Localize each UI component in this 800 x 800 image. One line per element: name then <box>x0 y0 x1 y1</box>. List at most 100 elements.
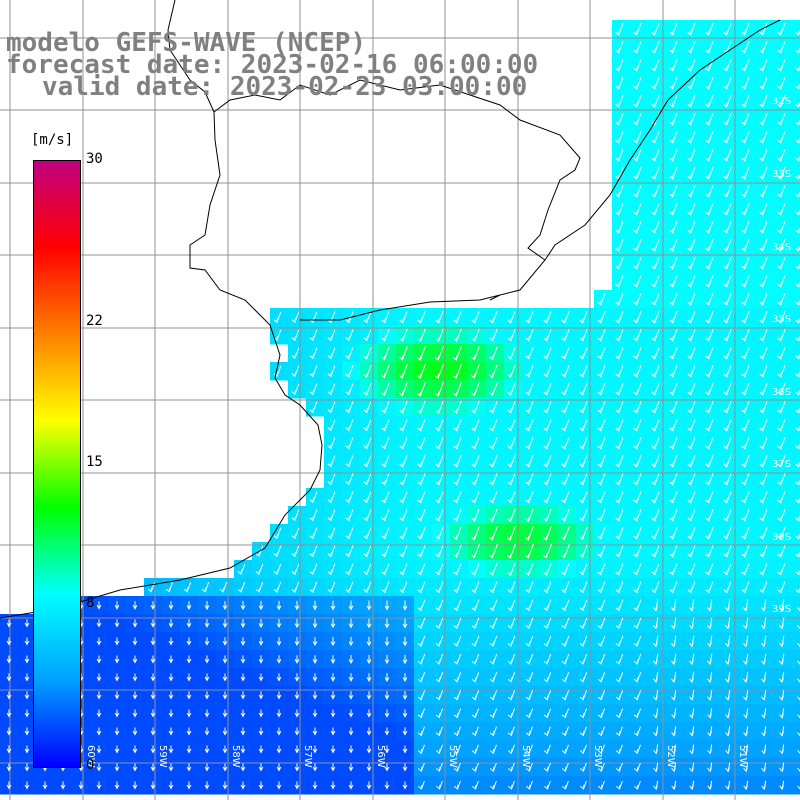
wind-arrow <box>777 23 786 36</box>
wind-arrow <box>653 653 659 666</box>
wind-arrow <box>471 726 479 737</box>
wind-arrow <box>507 401 516 414</box>
wind-arrow <box>759 365 768 378</box>
wind-arrow <box>759 113 768 126</box>
wind-arrow <box>741 239 750 252</box>
wind-arrow <box>705 563 714 576</box>
wind-arrow <box>561 311 570 324</box>
wind-arrow <box>381 455 390 468</box>
wind-arrow <box>777 491 786 504</box>
wind-arrow <box>779 653 785 666</box>
wind-arrow <box>417 762 425 772</box>
wind-arrow <box>562 780 569 790</box>
wind-arrow <box>168 619 174 628</box>
wind-arrow <box>669 383 678 396</box>
wind-arrow <box>687 185 696 198</box>
colorbar <box>33 160 81 768</box>
wind-arrow <box>453 635 462 647</box>
wind-arrow <box>24 691 30 700</box>
wind-speed-cell <box>792 272 800 291</box>
wind-arrow <box>741 329 750 342</box>
wind-arrow <box>689 635 695 648</box>
wind-arrow <box>363 311 372 324</box>
wind-arrow <box>402 763 408 772</box>
wind-arrow <box>114 637 120 646</box>
wind-arrow <box>525 744 533 755</box>
wind-speed-cell <box>792 470 800 489</box>
wind-arrow <box>204 637 210 646</box>
wind-arrow <box>723 401 732 414</box>
wind-arrow <box>687 347 696 360</box>
wind-arrow <box>402 618 408 629</box>
wind-speed-cell <box>792 758 800 777</box>
wind-arrow <box>579 383 588 396</box>
wind-arrow <box>597 635 606 647</box>
wind-arrow <box>150 745 156 754</box>
wind-arrow <box>417 708 426 719</box>
wind-speed-cell <box>792 704 800 723</box>
wind-arrow <box>669 257 678 270</box>
wind-arrow <box>687 437 696 450</box>
wind-arrow <box>579 744 587 755</box>
wind-arrow <box>276 781 282 790</box>
wind-arrow <box>651 401 660 414</box>
wind-arrow <box>795 47 800 54</box>
wind-arrow <box>597 437 606 450</box>
wind-arrow <box>435 653 444 665</box>
wind-arrow <box>651 419 660 432</box>
wind-arrow <box>651 545 660 558</box>
wind-arrow <box>435 328 444 343</box>
wind-arrow <box>561 544 570 559</box>
wind-arrow <box>363 509 372 522</box>
wind-arrow <box>669 203 678 216</box>
wind-arrow <box>348 745 354 754</box>
wind-arrow <box>330 709 336 718</box>
wind-arrow <box>671 671 677 684</box>
wind-arrow <box>669 581 678 594</box>
longitude-label: 52W <box>665 745 676 768</box>
wind-arrow <box>779 708 785 719</box>
wind-speed-cell <box>792 128 800 147</box>
wind-arrow <box>725 635 731 648</box>
wind-arrow <box>651 329 660 342</box>
wind-arrow <box>114 727 120 736</box>
wind-arrow <box>24 709 30 718</box>
wind-arrow <box>471 744 479 755</box>
wind-arrow <box>633 744 641 755</box>
wind-speed-cell <box>792 326 800 345</box>
wind-arrow <box>561 329 570 342</box>
wind-arrow <box>651 563 660 576</box>
wind-arrow <box>543 672 552 683</box>
wind-arrow <box>434 363 444 380</box>
wind-arrow <box>222 655 228 664</box>
wind-arrow <box>743 690 749 701</box>
wind-speed-cell <box>792 74 800 93</box>
wind-arrow <box>417 744 425 755</box>
wind-arrow <box>435 690 444 701</box>
wind-arrow <box>453 690 462 701</box>
wind-arrow <box>435 473 444 486</box>
wind-arrow <box>797 678 800 683</box>
wind-arrow <box>204 619 210 628</box>
wind-arrow <box>471 690 480 701</box>
wind-arrow <box>417 491 426 504</box>
wind-arrow <box>327 545 336 558</box>
wind-arrow <box>507 491 516 504</box>
wind-arrow <box>525 419 534 432</box>
wind-speed-cell <box>792 92 800 111</box>
wind-arrow <box>132 619 138 628</box>
wind-arrow <box>687 131 696 144</box>
wind-arrow <box>472 780 479 790</box>
wind-arrow <box>653 690 659 701</box>
wind-arrow <box>687 167 696 180</box>
wind-arrow <box>759 23 768 36</box>
wind-arrow <box>687 149 696 162</box>
wind-arrow <box>452 345 462 361</box>
wind-arrow <box>363 437 372 450</box>
wind-arrow <box>759 383 768 396</box>
wind-arrow <box>723 59 732 72</box>
wind-arrow <box>276 745 282 754</box>
wind-arrow <box>633 41 642 54</box>
wind-arrow <box>723 545 732 558</box>
wind-arrow <box>471 437 480 450</box>
